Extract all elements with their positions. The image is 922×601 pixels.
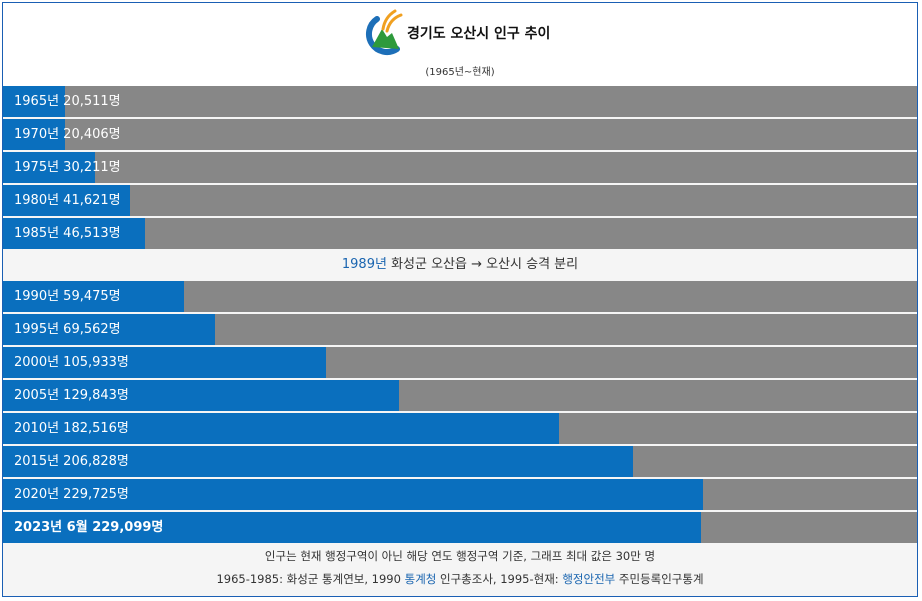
- bar: [3, 413, 560, 444]
- year-1989-link[interactable]: 1989년: [341, 257, 387, 272]
- bar-label: 1980년 41,621명: [14, 193, 121, 208]
- bar-row: 1995년 69,562명: [3, 314, 917, 345]
- divider-note-1989: 1989년 화성군 오산읍 → 오산시 승격 분리: [3, 248, 917, 281]
- footer-sources: 1965-1985: 화성군 통계연보, 1990 통계청 인구총조사, 199…: [3, 571, 917, 587]
- bar: [3, 479, 703, 510]
- bar: [3, 446, 634, 477]
- bar-row: 2020년 229,725명: [3, 479, 917, 510]
- source-text-b: 인구총조사, 1995-현재:: [436, 572, 563, 586]
- osan-city-logo: [366, 9, 403, 56]
- bar-row: 2005년 129,843명: [3, 380, 917, 411]
- bar-label: 1970년 20,406명: [14, 127, 121, 142]
- bar: [3, 314, 215, 345]
- bar-label: 2005년 129,843명: [14, 388, 129, 403]
- bar: [3, 347, 326, 378]
- bar-label: 1965년 20,511명: [14, 94, 121, 109]
- bar-label: 1975년 30,211명: [14, 160, 121, 175]
- bar: [3, 119, 66, 150]
- bar: [3, 185, 130, 216]
- source-text-a: 1965-1985: 화성군 통계연보, 1990: [216, 572, 405, 586]
- bar: [3, 281, 185, 312]
- bar-label: 2000년 105,933명: [14, 355, 129, 370]
- divider-note-text: 화성군 오산읍 → 오산시 승격 분리: [386, 257, 579, 272]
- bar: [3, 218, 145, 249]
- source-link-statistics-korea[interactable]: 통계청: [404, 572, 437, 586]
- chart-header: 경기도 오산시 인구 추이 (1965년~현재): [3, 3, 917, 86]
- source-link-ministry-interior[interactable]: 행정안전부: [562, 572, 616, 586]
- bar-label: 1995년 69,562명: [14, 322, 121, 337]
- bar: [3, 512, 701, 543]
- chart-title: 경기도 오산시 인구 추이: [407, 26, 551, 42]
- bar-row: 2000년 105,933명: [3, 347, 917, 378]
- bar-row: 1975년 30,211명: [3, 152, 917, 183]
- bar-row: 2010년 182,516명: [3, 413, 917, 444]
- source-text-c: 주민등록인구통계: [615, 572, 704, 586]
- bar: [3, 152, 96, 183]
- bar-row: 2023년 6월 229,099명: [3, 512, 917, 543]
- bar-label: 1990년 59,475명: [14, 289, 121, 304]
- bar-label: 1985년 46,513명: [14, 226, 121, 241]
- bar: [3, 380, 399, 411]
- bar-row: 1970년 20,406명: [3, 119, 917, 150]
- bar-label: 2015년 206,828명: [14, 454, 129, 469]
- bar-label: 2020년 229,725명: [14, 487, 129, 502]
- bar-row: 1980년 41,621명: [3, 185, 917, 216]
- bar-row: 2015년 206,828명: [3, 446, 917, 477]
- chart-subtitle: (1965년~현재): [425, 67, 495, 78]
- footer-note: 인구는 현재 행정구역이 아닌 해당 연도 행정구역 기준, 그래프 최대 값은…: [264, 549, 656, 563]
- bar-label: 2010년 182,516명: [14, 421, 129, 436]
- bar: [3, 86, 66, 117]
- bar-row: 1965년 20,511명: [3, 86, 917, 117]
- bar-row: 1990년 59,475명: [3, 281, 917, 312]
- bar-label: 2023년 6월 229,099명: [14, 520, 164, 535]
- bar-row: 1985년 46,513명: [3, 218, 917, 249]
